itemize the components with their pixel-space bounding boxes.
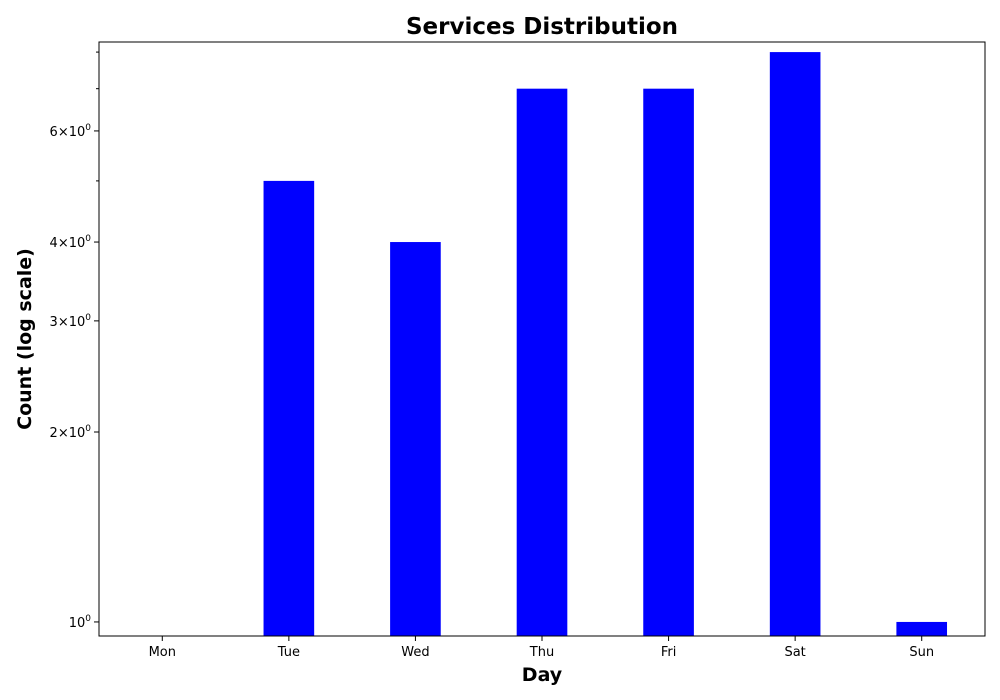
bar-fri [643,88,694,637]
x-axis-label: Day [522,664,563,686]
bar-wed [390,242,441,637]
chart-title: Services Distribution [406,14,678,40]
y-tick-label-2: 2×100 [50,424,92,441]
x-tick-label-wed: Wed [401,645,429,660]
y-axis-label: Count (log scale) [14,248,36,430]
bar-thu [516,88,568,637]
x-tick-label-tue: Tue [277,645,300,660]
x-axis: Mon Tue Wed Thu Fri Sat Sun [149,636,934,660]
y-tick-label-4: 4×100 [50,234,92,251]
x-tick-label-fri: Fri [661,645,677,660]
y-tick-label-6: 6×100 [50,123,92,140]
bar-tue [263,180,315,636]
bars-layer [263,52,948,637]
x-tick-label-sun: Sun [909,645,934,660]
plot-area-frame [98,41,986,637]
x-tick-label-mon: Mon [149,645,176,660]
x-tick-label-thu: Thu [529,645,554,660]
bar-sat [769,52,821,636]
x-tick-label-sat: Sat [784,645,805,660]
bar-sun [896,621,948,636]
y-tick-label-3: 3×100 [50,313,92,330]
